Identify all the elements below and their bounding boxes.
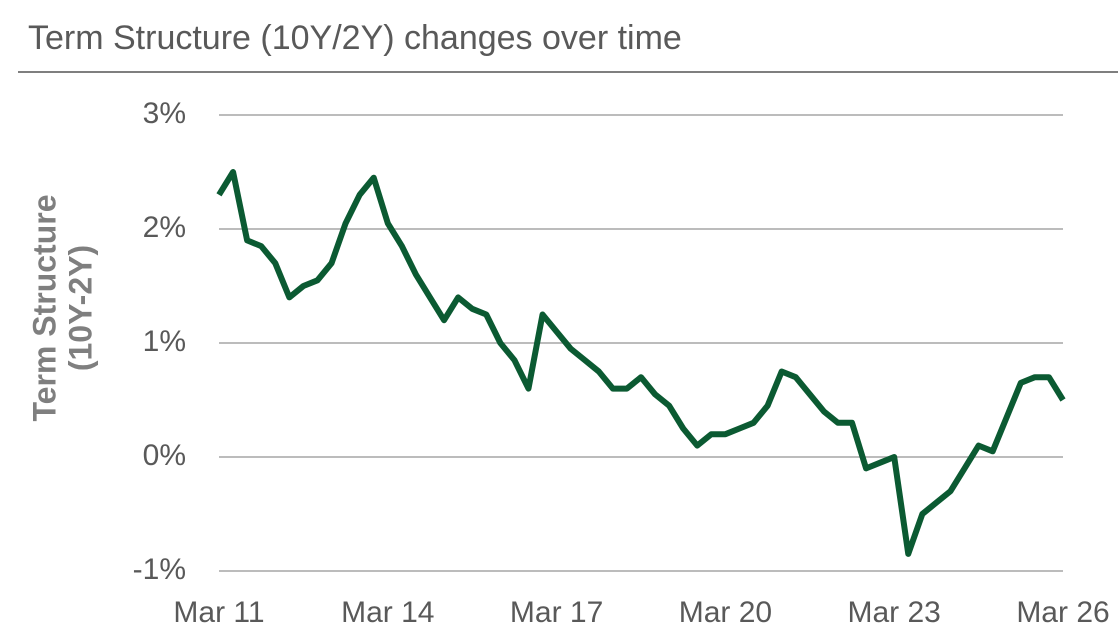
- y-axis-label-line: (10Y-2Y): [62, 245, 98, 371]
- data-line: [216, 169, 1066, 557]
- chart-title: Term Structure (10Y/2Y) changes over tim…: [28, 19, 682, 57]
- x-tick-label: Mar 14: [341, 596, 434, 629]
- y-tick-label: 2%: [143, 211, 186, 244]
- y-tick-label: 0%: [143, 439, 186, 472]
- y-axis-label-line: Term Structure: [26, 194, 62, 421]
- x-tick-label: Mar 11: [173, 596, 264, 629]
- y-tick-label: 3%: [143, 97, 186, 130]
- x-tick-label: Mar 26: [1016, 596, 1109, 629]
- y-axis-label: Term Structure (10Y-2Y): [26, 194, 98, 421]
- y-tick-label: -1%: [133, 553, 186, 586]
- x-tick-label: Mar 20: [679, 596, 772, 629]
- x-tick-label: Mar 17: [510, 596, 603, 629]
- y-tick-label: 1%: [143, 325, 186, 358]
- x-tick-label: Mar 23: [848, 596, 941, 629]
